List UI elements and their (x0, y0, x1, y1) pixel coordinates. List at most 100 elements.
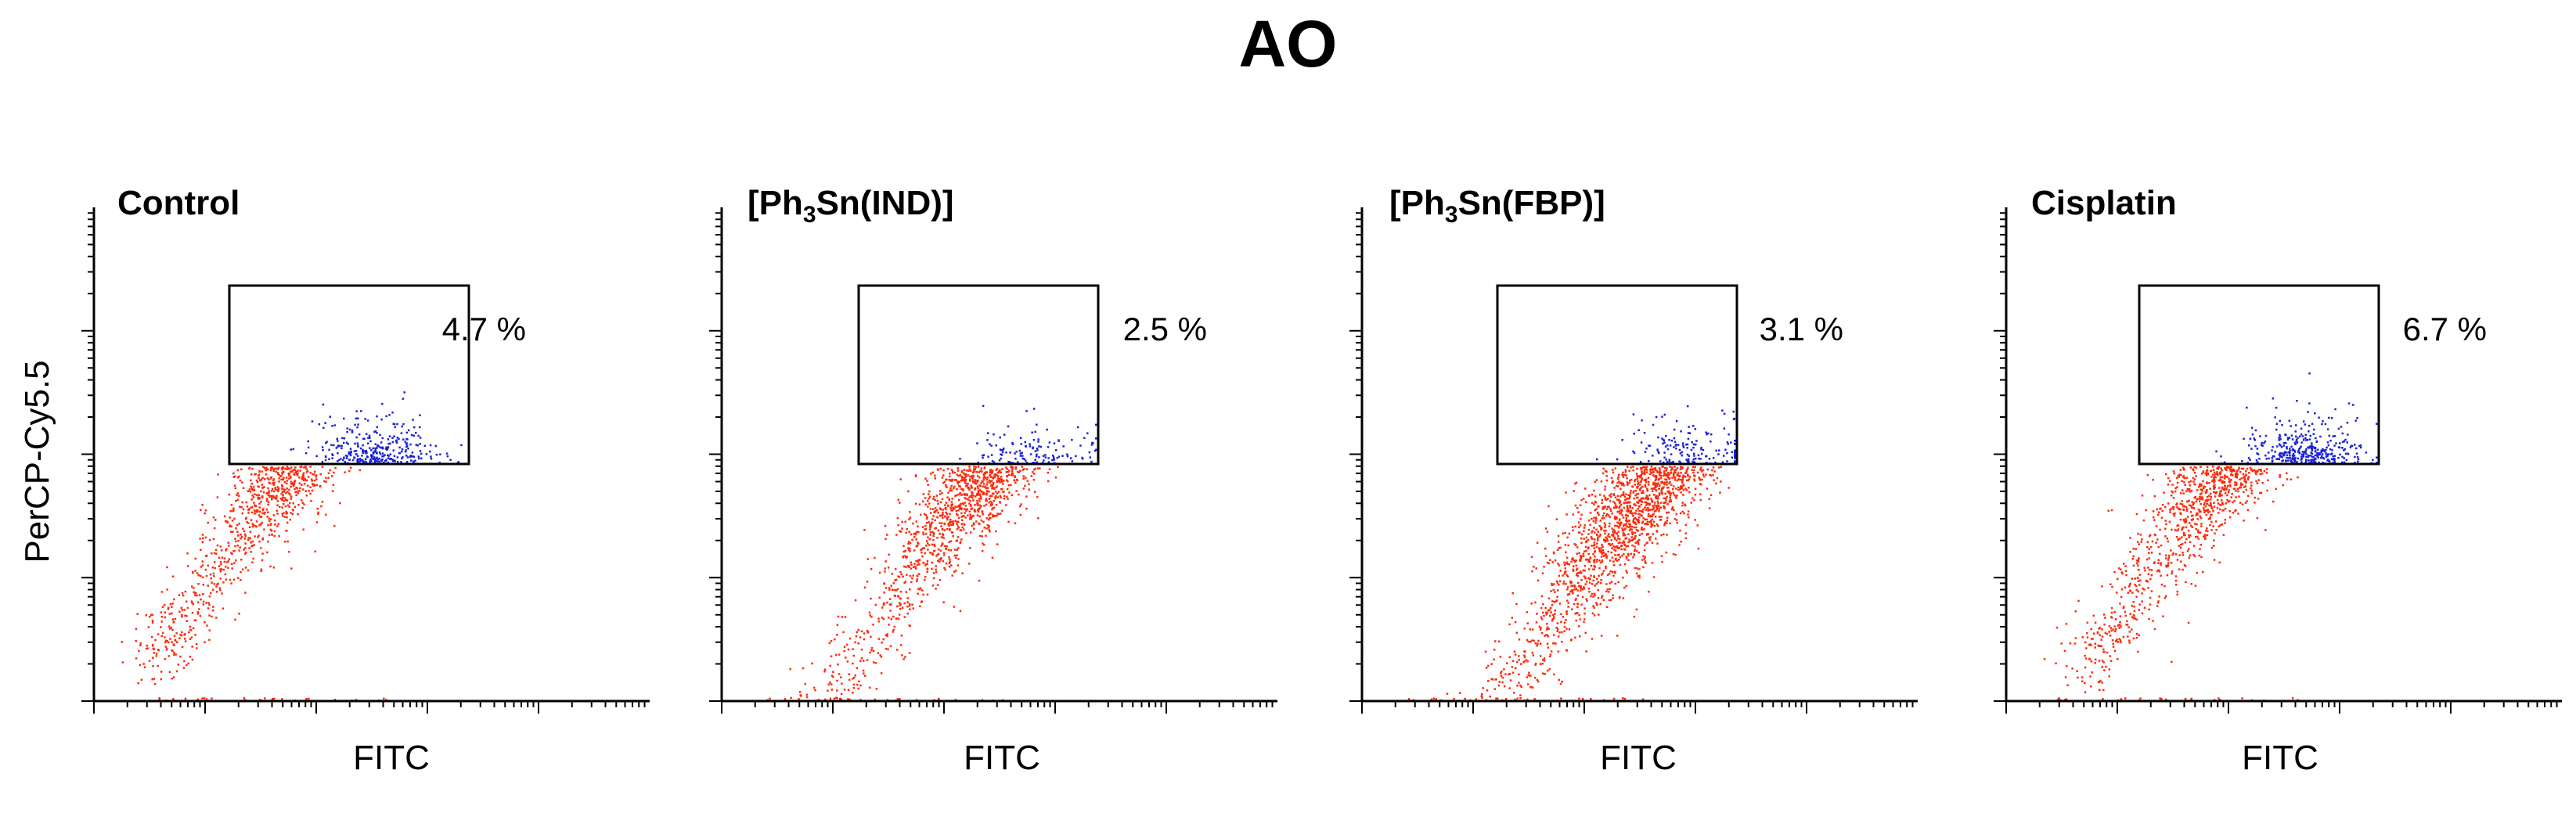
population-point (290, 466, 293, 469)
population-point (1666, 486, 1669, 489)
population-point (932, 534, 935, 538)
gated-point (1663, 451, 1666, 454)
population-point (1624, 469, 1627, 471)
population-point (2098, 660, 2101, 662)
gated-point (376, 458, 380, 461)
population-point (251, 523, 254, 525)
population-point (296, 474, 299, 477)
population-point (310, 478, 313, 480)
population-point (283, 480, 286, 484)
population-point (1569, 580, 1572, 583)
population-point (1034, 467, 1036, 470)
population-point (1621, 527, 1623, 530)
population-point (294, 491, 297, 494)
population-point (213, 527, 216, 530)
gated-point (1666, 462, 1669, 464)
population-point (1617, 530, 1620, 533)
population-point (1642, 517, 1645, 520)
gated-point (1710, 440, 1712, 443)
population-point (1550, 590, 1552, 592)
population-point (2135, 595, 2138, 598)
population-point (1649, 468, 1652, 470)
population-point (1630, 528, 1634, 531)
population-point (937, 548, 940, 551)
gated-point (359, 447, 362, 450)
population-point (1653, 487, 1656, 489)
population-point (312, 483, 315, 486)
population-point (907, 490, 910, 493)
population-point (1606, 498, 1609, 500)
population-point (2207, 498, 2210, 502)
population-point (258, 497, 261, 500)
population-point (250, 487, 254, 490)
population-point (271, 496, 273, 498)
population-point (2115, 592, 2118, 594)
population-point (1583, 618, 1586, 620)
population-point (872, 661, 875, 664)
population-point (939, 507, 942, 509)
population-point (2221, 476, 2224, 479)
gated-point (358, 459, 360, 461)
population-point (1632, 556, 1634, 559)
population-point (1670, 499, 1672, 502)
population-point (2138, 543, 2140, 545)
population-point (1625, 498, 1628, 500)
population-point (963, 508, 966, 510)
population-point (985, 471, 989, 473)
population-point (996, 467, 999, 470)
population-point (840, 699, 843, 701)
population-point (830, 674, 834, 677)
population-point (1649, 516, 1652, 518)
population-point (1599, 534, 1601, 536)
population-point (976, 485, 979, 488)
population-point (2263, 469, 2266, 473)
population-point (1481, 692, 1483, 696)
population-point (930, 522, 933, 525)
population-point (1660, 555, 1663, 558)
population-point (1594, 495, 1597, 498)
population-point (950, 505, 953, 508)
population-point (1511, 617, 1514, 619)
population-point (1637, 530, 1640, 532)
population-point (870, 568, 873, 570)
population-point (1658, 505, 1660, 508)
population-point (964, 482, 967, 485)
population-point (1642, 555, 1645, 558)
population-point (1663, 502, 1666, 505)
population-point (1643, 548, 1646, 552)
population-point (157, 633, 160, 635)
population-point (1548, 609, 1551, 611)
population-point (1618, 480, 1620, 483)
population-point (1583, 570, 1586, 572)
population-point (917, 542, 920, 545)
population-point (899, 502, 901, 504)
population-point (1654, 482, 1657, 485)
population-point (916, 563, 919, 566)
population-point (1539, 655, 1542, 657)
population-point (201, 576, 204, 579)
population-point (1680, 540, 1682, 543)
population-point (938, 697, 940, 700)
population-point (2186, 487, 2189, 491)
population-point (2231, 470, 2233, 473)
population-point (2208, 495, 2210, 497)
population-point (273, 496, 276, 499)
population-point (2239, 502, 2242, 504)
population-point (961, 526, 964, 529)
population-point (890, 618, 893, 620)
population-point (1537, 680, 1540, 683)
population-point (2179, 546, 2182, 549)
gated-point (401, 450, 403, 453)
population-point (2214, 491, 2217, 494)
population-point (191, 570, 194, 574)
population-point (1574, 482, 1576, 485)
population-point (1629, 526, 1631, 528)
population-point (969, 531, 972, 534)
population-point (1623, 495, 1627, 498)
gated-point (391, 411, 394, 414)
population-point (986, 477, 989, 479)
population-point (273, 490, 276, 493)
population-point (1675, 468, 1677, 471)
population-point (269, 477, 272, 480)
population-point (910, 563, 913, 566)
